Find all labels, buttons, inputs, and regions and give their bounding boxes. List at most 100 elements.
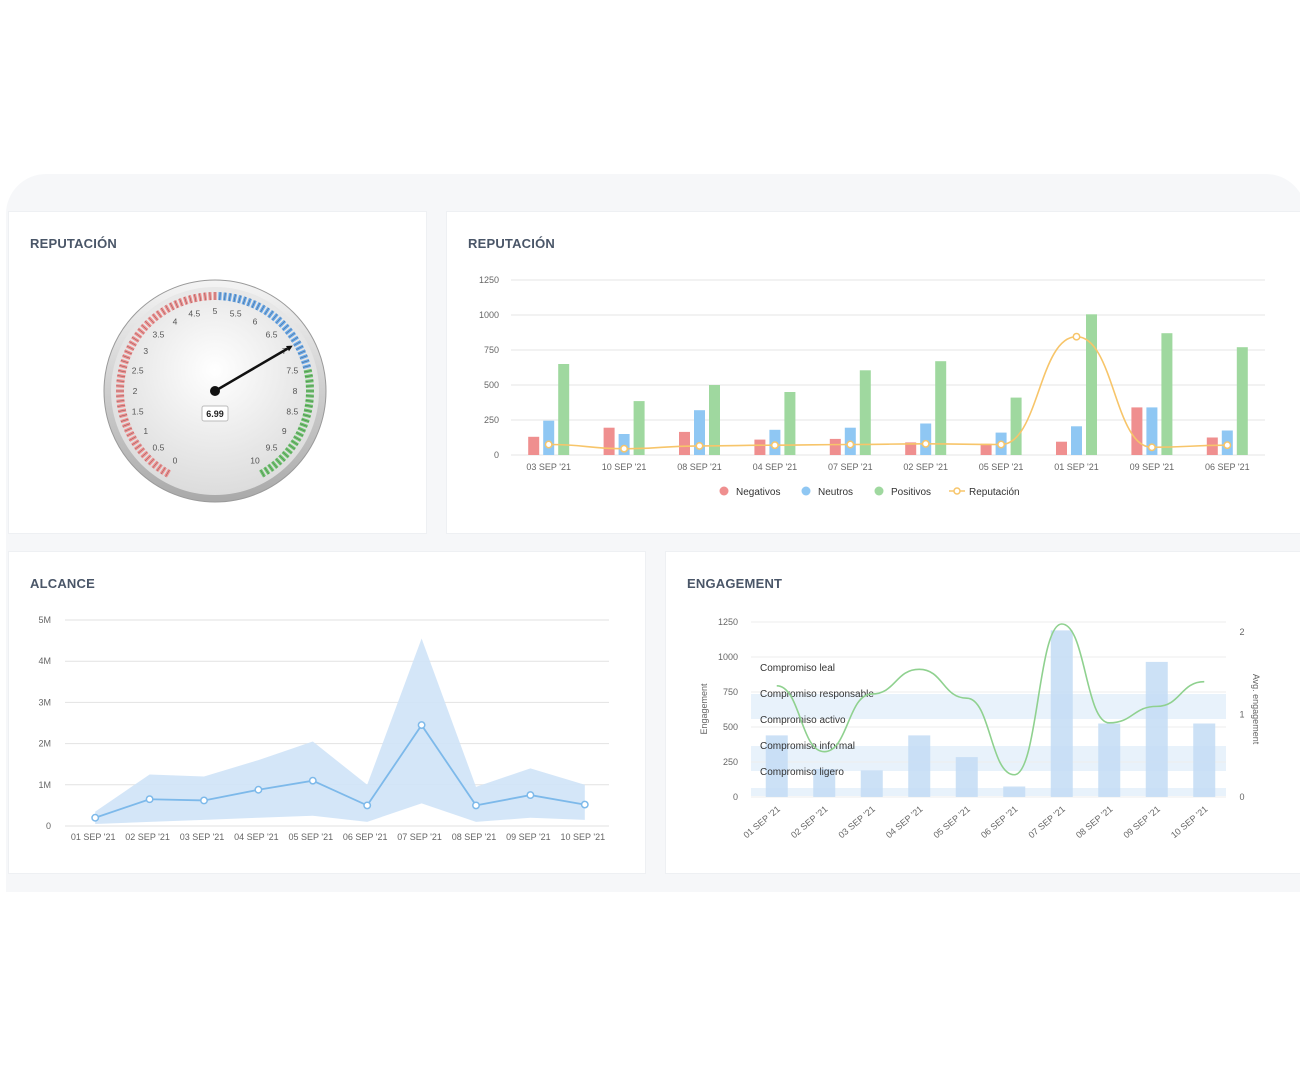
engagement-bar (860, 770, 883, 797)
x-tick-label: 04 SEP '21 (234, 832, 279, 842)
gauge-tick-label: 8 (293, 386, 298, 396)
gauge-minor-tick (264, 307, 270, 315)
gauge-tick-label: 9 (282, 426, 287, 436)
engagement-bar (955, 757, 978, 797)
bar-negativos (528, 436, 540, 455)
gauge-minor-tick (272, 461, 278, 469)
gauge-minor-tick (268, 310, 274, 318)
alcance-point (472, 801, 480, 810)
gauge-minor-tick (124, 427, 132, 432)
gauge-tick-label: 6.5 (266, 329, 278, 339)
alcance-point (526, 791, 535, 800)
gauge-card: REPUTACIÓN 0 0.5 1 1.5 2 2.5 3 3.5 4 4.5 5 5.5 6 6.5 7… (8, 211, 427, 534)
gauge-minor-tick (238, 295, 241, 304)
legend-marker (801, 486, 811, 496)
avg-engagement-line (776, 623, 1205, 776)
x-tick-label: 04 SEP '21 (884, 804, 925, 840)
gauge-minor-tick (160, 467, 166, 475)
gauge-minor-tick (144, 455, 151, 462)
x-tick-label: 07 SEP '21 (1026, 804, 1067, 840)
gauge-minor-tick (119, 414, 128, 417)
x-tick-label: 10 SEP '21 (561, 832, 606, 842)
gauge-minor-tick (293, 341, 301, 346)
gauge-minor-tick (224, 292, 226, 301)
gauge-minor-tick (194, 294, 197, 303)
x-tick-label: 08 SEP '21 (677, 462, 722, 472)
gauge-minor-tick (272, 313, 278, 321)
engagement-band-label: Compromiso informal (760, 741, 855, 752)
y-tick-label: 4M (38, 656, 51, 666)
legend-label: Neutros (818, 487, 853, 498)
y-tick-label: 1250 (718, 617, 738, 627)
y2-axis-label: Avg. engagement (1251, 674, 1261, 745)
legend-label: Positivos (891, 487, 931, 498)
engagement-bar (908, 735, 931, 797)
alcance-point (417, 721, 426, 730)
gauge-minor-tick (199, 293, 201, 302)
gauge-minor-tick (251, 300, 256, 308)
y-tick-label: 1250 (479, 275, 499, 285)
gauge-tick-label: 5.5 (230, 309, 242, 319)
gauge-minor-tick (119, 365, 128, 368)
x-tick-label: 05 SEP '21 (979, 462, 1024, 472)
gauge-minor-tick (291, 336, 299, 342)
gauge-minor-tick (304, 405, 313, 407)
gauge-tick-label: 3.5 (153, 329, 165, 339)
gauge-minor-tick (296, 345, 304, 350)
x-tick-label: 05 SEP '21 (289, 832, 334, 842)
bar-positivos (784, 392, 796, 455)
gauge-tick-label: 7.5 (286, 365, 298, 375)
x-tick-label: 06 SEP '21 (343, 832, 388, 842)
x-tick-label: 04 SEP '21 (753, 462, 798, 472)
engagement-chart: 0 250 500 750 1000 1250 0 1 2 Engagement Avg. enga… (699, 617, 1261, 840)
bar-positivos (859, 370, 871, 455)
gauge-title: REPUTACIÓN (30, 236, 117, 251)
x-tick-label: 10 SEP '21 (602, 462, 647, 472)
gauge-minor-tick (118, 409, 127, 412)
x-tick-label: 02 SEP '21 (125, 832, 170, 842)
gauge-tick-label: 0.5 (153, 443, 165, 453)
bar-negativos (679, 431, 690, 455)
gauge-minor-tick (118, 370, 127, 373)
gauge-minor-tick (247, 298, 251, 307)
engagement-band-label: Compromiso ligero (760, 767, 844, 778)
reputacion-point (921, 439, 930, 448)
gauge-tick-label: 1.5 (132, 407, 144, 417)
bar-neutros (1146, 407, 1158, 455)
gauge-minor-tick (141, 451, 148, 458)
gauge-minor-tick (299, 355, 308, 359)
engagement-bar (765, 735, 788, 797)
engagement-bar (1003, 786, 1026, 797)
gauge-minor-tick (302, 365, 311, 368)
alcance-point (200, 796, 208, 805)
bar-positivos (1236, 347, 1248, 455)
gauge-minor-tick (120, 360, 129, 364)
gauge-tick-label: 10 (250, 455, 260, 465)
gauge-minor-tick (116, 400, 125, 402)
gauge-minor-tick (152, 313, 158, 321)
x-tick-label: 06 SEP '21 (1205, 462, 1250, 472)
reputacion-point (770, 441, 779, 450)
gauge-needle (214, 347, 289, 393)
x-tick-label: 10 SEP '21 (1169, 804, 1210, 840)
y-tick-label: 750 (723, 687, 738, 697)
y-tick-label: 2M (38, 739, 51, 749)
gauge-minor-tick (144, 320, 151, 327)
gauge-minor-tick (229, 293, 231, 302)
alcance-point (580, 800, 589, 809)
gauge-minor-tick (233, 294, 236, 303)
gauge-minor-tick (131, 440, 139, 446)
gauge-tick-label: 4 (173, 317, 178, 327)
reputation-chart: 0 250 500 750 1000 1250 03 SEP '21 10 SEP '21 08… (479, 275, 1265, 498)
gauge-minor-tick (288, 332, 296, 338)
gauge-minor-tick (184, 296, 188, 305)
gauge-minor-tick (179, 298, 183, 307)
bar-positivos (1161, 333, 1173, 455)
bar-neutros (1071, 426, 1082, 455)
gauge-minor-tick (279, 320, 286, 327)
bar-neutros (694, 410, 705, 455)
reputacion-point (695, 441, 704, 450)
gauge-minor-tick (268, 464, 274, 472)
gauge-minor-tick (124, 350, 132, 355)
gauge-tick-label: 1 (143, 426, 148, 436)
